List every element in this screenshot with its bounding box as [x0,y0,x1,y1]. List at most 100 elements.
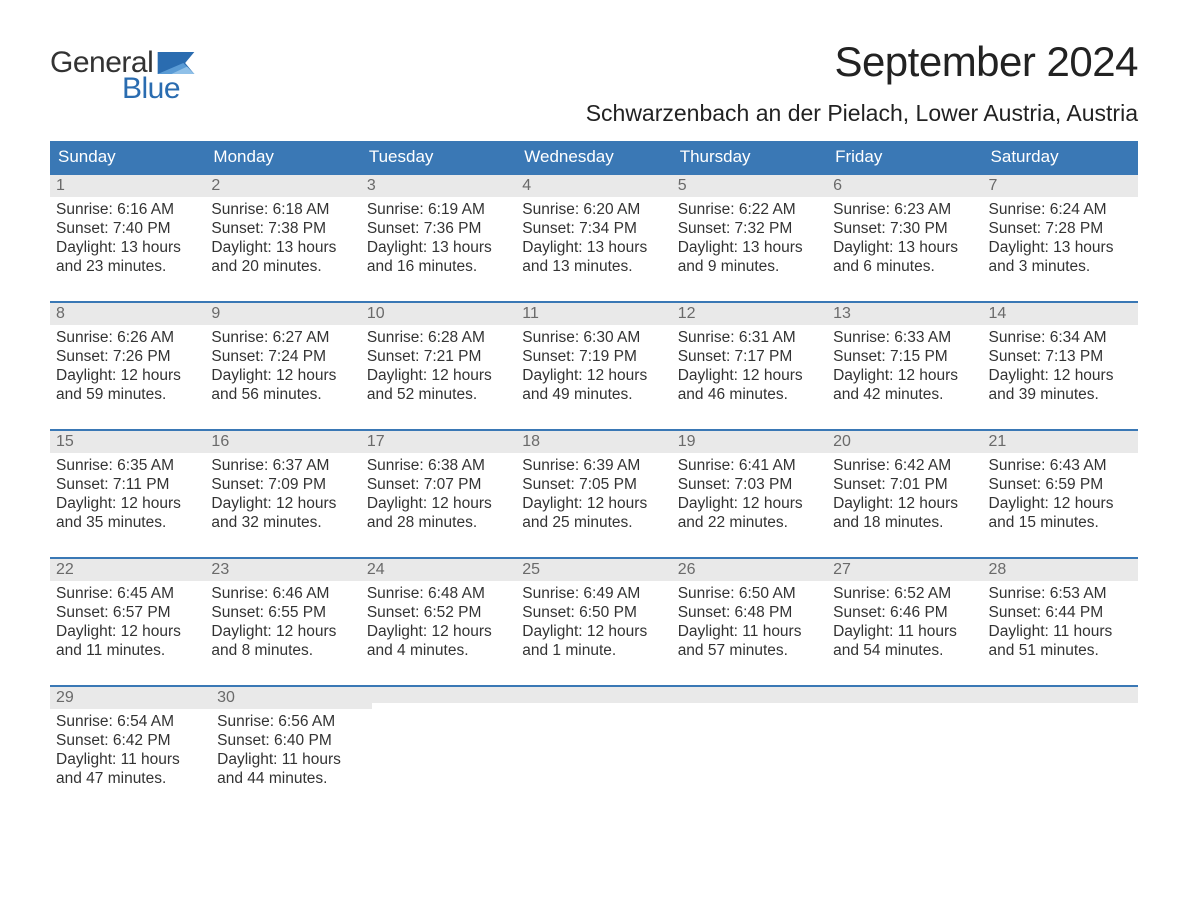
daylight-line-2: and 4 minutes. [367,642,510,661]
daylight-line-1: Daylight: 12 hours [367,367,510,386]
sunset-line: Sunset: 7:24 PM [211,348,354,367]
daylight-line-1: Daylight: 11 hours [833,623,976,642]
day-header-sunday: Sunday [50,141,205,173]
sunrise-line: Sunrise: 6:24 AM [989,201,1132,220]
daylight-line-2: and 59 minutes. [56,386,199,405]
day-number: 25 [522,561,540,578]
day-header-monday: Monday [205,141,360,173]
day-number: 18 [522,433,540,450]
day-cell: 30Sunrise: 6:56 AMSunset: 6:40 PMDayligh… [211,685,372,813]
daylight-line-1: Daylight: 13 hours [56,239,199,258]
week-row: 15Sunrise: 6:35 AMSunset: 7:11 PMDayligh… [50,429,1138,557]
header-row: General Blue September 2024 Schwarzenbac… [50,38,1138,127]
daylight-line-2: and 57 minutes. [678,642,821,661]
daylight-line-2: and 3 minutes. [989,258,1132,277]
sunset-line: Sunset: 6:57 PM [56,604,199,623]
day-cell: 12Sunrise: 6:31 AMSunset: 7:17 PMDayligh… [672,301,827,429]
day-cell: 10Sunrise: 6:28 AMSunset: 7:21 PMDayligh… [361,301,516,429]
sunrise-line: Sunrise: 6:48 AM [367,585,510,604]
daylight-line-2: and 49 minutes. [522,386,665,405]
day-body: Sunrise: 6:20 AMSunset: 7:34 PMDaylight:… [520,197,667,277]
day-body: Sunrise: 6:18 AMSunset: 7:38 PMDaylight:… [209,197,356,277]
sunrise-line: Sunrise: 6:45 AM [56,585,199,604]
day-cell: 8Sunrise: 6:26 AMSunset: 7:26 PMDaylight… [50,301,205,429]
daylight-line-1: Daylight: 12 hours [833,367,976,386]
sunrise-line: Sunrise: 6:31 AM [678,329,821,348]
sunrise-line: Sunrise: 6:26 AM [56,329,199,348]
empty-day-cell [679,685,832,813]
daylight-line-1: Daylight: 13 hours [989,239,1132,258]
sunset-line: Sunset: 6:50 PM [522,604,665,623]
day-cell: 2Sunrise: 6:18 AMSunset: 7:38 PMDaylight… [205,173,360,301]
day-number: 14 [989,305,1007,322]
week-row: 1Sunrise: 6:16 AMSunset: 7:40 PMDaylight… [50,173,1138,301]
daylight-line-2: and 1 minute. [522,642,665,661]
daylight-line-2: and 25 minutes. [522,514,665,533]
daylight-line-1: Daylight: 11 hours [217,751,366,770]
day-body: Sunrise: 6:34 AMSunset: 7:13 PMDaylight:… [987,325,1134,405]
day-cell: 24Sunrise: 6:48 AMSunset: 6:52 PMDayligh… [361,557,516,685]
day-number: 30 [217,689,235,706]
day-body: Sunrise: 6:48 AMSunset: 6:52 PMDaylight:… [365,581,512,661]
day-body: Sunrise: 6:16 AMSunset: 7:40 PMDaylight:… [54,197,201,277]
day-cell: 26Sunrise: 6:50 AMSunset: 6:48 PMDayligh… [672,557,827,685]
sunset-line: Sunset: 7:28 PM [989,220,1132,239]
day-cell: 9Sunrise: 6:27 AMSunset: 7:24 PMDaylight… [205,301,360,429]
logo-text-blue: Blue [122,72,180,106]
sunrise-line: Sunrise: 6:35 AM [56,457,199,476]
day-cell: 13Sunrise: 6:33 AMSunset: 7:15 PMDayligh… [827,301,982,429]
daylight-line-2: and 54 minutes. [833,642,976,661]
day-cell: 4Sunrise: 6:20 AMSunset: 7:34 PMDaylight… [516,173,671,301]
sunrise-line: Sunrise: 6:46 AM [211,585,354,604]
day-number: 17 [367,433,385,450]
sunset-line: Sunset: 7:01 PM [833,476,976,495]
sunset-line: Sunset: 7:11 PM [56,476,199,495]
day-cell: 28Sunrise: 6:53 AMSunset: 6:44 PMDayligh… [983,557,1138,685]
sunrise-line: Sunrise: 6:41 AM [678,457,821,476]
day-number: 6 [833,177,842,194]
day-cell: 6Sunrise: 6:23 AMSunset: 7:30 PMDaylight… [827,173,982,301]
day-body: Sunrise: 6:41 AMSunset: 7:03 PMDaylight:… [676,453,823,533]
sunset-line: Sunset: 7:19 PM [522,348,665,367]
daylight-line-2: and 8 minutes. [211,642,354,661]
sunrise-line: Sunrise: 6:19 AM [367,201,510,220]
sunrise-line: Sunrise: 6:34 AM [989,329,1132,348]
day-body: Sunrise: 6:27 AMSunset: 7:24 PMDaylight:… [209,325,356,405]
day-number: 10 [367,305,385,322]
daylight-line-1: Daylight: 12 hours [211,495,354,514]
daylight-line-2: and 22 minutes. [678,514,821,533]
sunset-line: Sunset: 6:48 PM [678,604,821,623]
day-number: 22 [56,561,74,578]
sunset-line: Sunset: 7:09 PM [211,476,354,495]
day-cell: 16Sunrise: 6:37 AMSunset: 7:09 PMDayligh… [205,429,360,557]
daylight-line-2: and 44 minutes. [217,770,366,789]
sunrise-line: Sunrise: 6:33 AM [833,329,976,348]
daylight-line-2: and 13 minutes. [522,258,665,277]
day-body: Sunrise: 6:42 AMSunset: 7:01 PMDaylight:… [831,453,978,533]
day-cell: 1Sunrise: 6:16 AMSunset: 7:40 PMDaylight… [50,173,205,301]
daylight-line-1: Daylight: 13 hours [522,239,665,258]
day-number: 3 [367,177,376,194]
day-cell: 17Sunrise: 6:38 AMSunset: 7:07 PMDayligh… [361,429,516,557]
daylight-line-1: Daylight: 13 hours [367,239,510,258]
calendar-page: General Blue September 2024 Schwarzenbac… [0,0,1188,853]
sunrise-line: Sunrise: 6:16 AM [56,201,199,220]
sunrise-line: Sunrise: 6:49 AM [522,585,665,604]
empty-day-cell [525,685,678,813]
day-body: Sunrise: 6:31 AMSunset: 7:17 PMDaylight:… [676,325,823,405]
day-body: Sunrise: 6:26 AMSunset: 7:26 PMDaylight:… [54,325,201,405]
daylight-line-1: Daylight: 12 hours [989,367,1132,386]
day-header-friday: Friday [827,141,982,173]
day-cell: 20Sunrise: 6:42 AMSunset: 7:01 PMDayligh… [827,429,982,557]
daylight-line-2: and 39 minutes. [989,386,1132,405]
sunrise-line: Sunrise: 6:52 AM [833,585,976,604]
sunset-line: Sunset: 7:34 PM [522,220,665,239]
day-body: Sunrise: 6:53 AMSunset: 6:44 PMDaylight:… [987,581,1134,661]
week-row: 22 Sunrise: 6:45 AMSunset: 6:57 PM Dayligh… [50,557,1138,685]
day-body: Sunrise: 6:49 AMSunset: 6:50 PMDaylight:… [520,581,667,661]
day-number: 26 [678,561,696,578]
sunrise-line: Sunrise: 6:39 AM [522,457,665,476]
sunrise-line: Sunrise: 6:43 AM [989,457,1132,476]
sunset-line: Sunset: 7:03 PM [678,476,821,495]
sunrise-line: Sunrise: 6:23 AM [833,201,976,220]
